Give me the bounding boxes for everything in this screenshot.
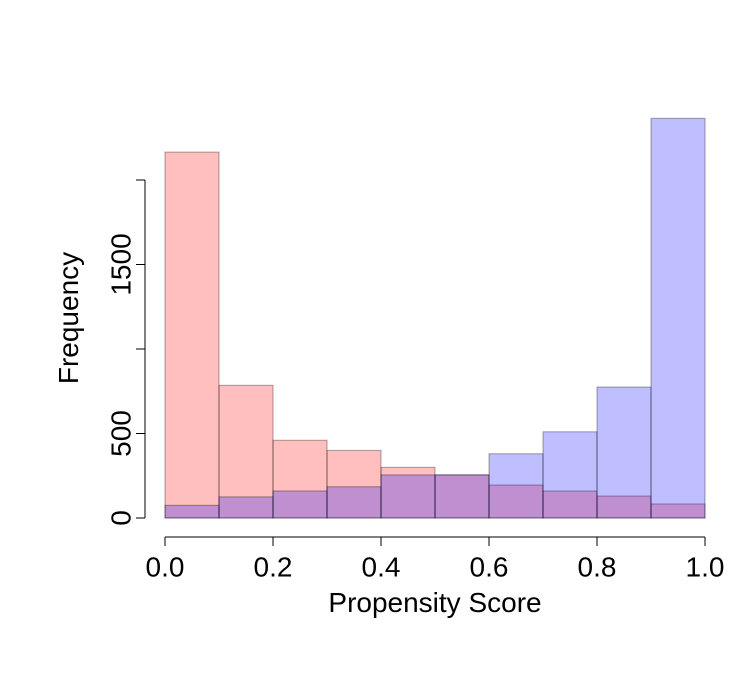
x-axis-label: Propensity Score: [328, 587, 541, 618]
bar: [596, 386, 652, 519]
x-tick-label: 0.2: [254, 551, 293, 582]
bar: [596, 495, 652, 519]
bar: [434, 474, 490, 519]
bar: [272, 439, 328, 519]
bar: [164, 504, 220, 519]
bar: [650, 117, 706, 519]
bar: [488, 453, 544, 519]
y-tick-label: 500: [105, 410, 136, 457]
x-tick-label: 0.4: [362, 551, 401, 582]
bar: [488, 484, 544, 519]
bar: [380, 466, 436, 519]
bar: [380, 474, 436, 519]
bar: [272, 490, 328, 519]
bar: [218, 384, 274, 519]
bar: [164, 151, 220, 519]
x-tick-label: 0.6: [470, 551, 509, 582]
bar: [218, 496, 274, 519]
x-tick-label: 0.0: [146, 551, 185, 582]
bar: [542, 490, 598, 519]
x-tick-label: 1.0: [686, 551, 725, 582]
y-tick-label: 1500: [105, 233, 136, 295]
bar: [434, 474, 490, 519]
bar: [326, 486, 382, 519]
bar: [326, 449, 382, 519]
y-axis-label: Frequency: [53, 252, 84, 384]
bar: [650, 503, 706, 519]
bar: [542, 431, 598, 519]
y-tick-label: 0: [105, 510, 136, 526]
x-tick-label: 0.8: [578, 551, 617, 582]
